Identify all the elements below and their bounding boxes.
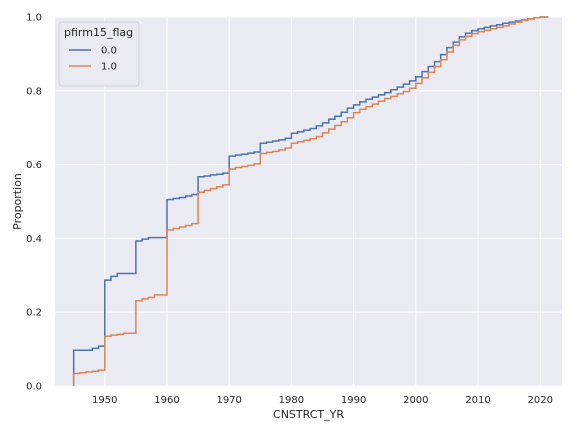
legend-box [58, 21, 140, 87]
y-tick-label: 0.4 [26, 234, 42, 245]
legend-entry-label: 1.0 [101, 62, 117, 73]
legend-title: pfirm15_flag [64, 26, 133, 39]
series-layer [72, 16, 549, 386]
x-tick-label: 2000 [403, 395, 428, 406]
y-tick-label: 1.0 [26, 13, 42, 24]
legend-entry-label: 0.0 [101, 46, 117, 57]
y-tick-label: 0.6 [26, 160, 42, 171]
y-tick-label: 0.0 [26, 382, 42, 393]
y-tick-label: 0.2 [26, 308, 42, 319]
series-line-0.0 [72, 16, 549, 386]
x-tick-label: 1980 [279, 395, 304, 406]
legend-entries: 0.01.0 [69, 46, 117, 73]
tick-labels: 1950 1960 1970 1980 1990 2000 2010 2020 0.0 0.2 0.… [26, 13, 553, 407]
x-tick-label: 2020 [528, 395, 553, 406]
legend: pfirm15_flag 0.01.0 [58, 21, 140, 87]
x-axis-label: CNSTRCT_YR [273, 408, 344, 421]
x-tick-label: 1990 [341, 395, 366, 406]
x-tick-label: 1960 [154, 395, 179, 406]
y-axis-label: Proportion [11, 173, 24, 230]
x-tick-label: 2010 [465, 395, 490, 406]
y-tick-label: 0.8 [26, 86, 42, 97]
x-tick-label: 1950 [92, 395, 117, 406]
x-tick-label: 1970 [216, 395, 241, 406]
plot-area [55, 17, 562, 386]
series-line-1.0 [72, 16, 549, 386]
